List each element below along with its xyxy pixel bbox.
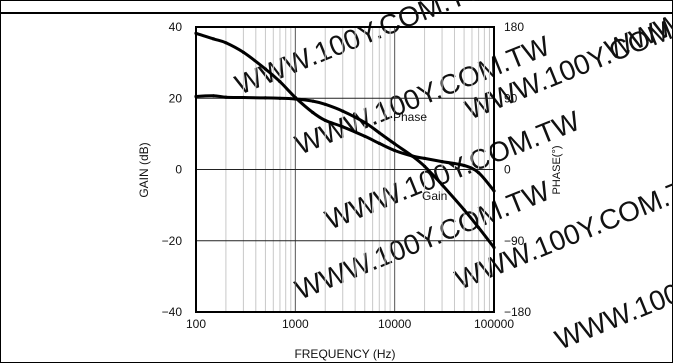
data-point-gain bbox=[462, 208, 466, 212]
top-rule bbox=[0, 12, 673, 14]
data-point-phase bbox=[377, 141, 381, 145]
data-point-phase bbox=[363, 134, 367, 138]
data-point-gain bbox=[341, 109, 345, 113]
data-point-phase bbox=[341, 125, 345, 129]
y-axis-label-left: GAIN (dB) bbox=[137, 142, 151, 197]
data-point-phase bbox=[278, 80, 282, 84]
x-tick-label: 1000 bbox=[282, 317, 309, 331]
data-point-gain bbox=[363, 120, 367, 125]
tick-labels: 100 1000 10000 100000 40 20 0 −20 −40 180 90 0 −90 −1… bbox=[162, 20, 532, 331]
data-point-gain bbox=[477, 226, 481, 230]
data-point-phase bbox=[410, 154, 414, 158]
data-point-phase bbox=[477, 171, 481, 175]
data-point-gain bbox=[211, 94, 216, 98]
y-tick-label: 20 bbox=[169, 91, 183, 105]
x-tick-label: 100000 bbox=[474, 317, 514, 331]
y2-tick-label: 180 bbox=[504, 20, 524, 34]
data-point-phase bbox=[224, 41, 228, 45]
data-point-gain bbox=[194, 94, 198, 99]
phase-annotation: Phase bbox=[393, 110, 427, 124]
y2-tick-label: 90 bbox=[504, 91, 518, 105]
y2-tick-label: 0 bbox=[504, 163, 511, 177]
data-point-phase bbox=[492, 189, 496, 193]
data-point-phase bbox=[263, 67, 267, 71]
data-point-gain bbox=[224, 95, 228, 99]
data-point-gain bbox=[393, 142, 397, 146]
y-tick-label: 40 bbox=[169, 20, 183, 34]
data-point-gain bbox=[440, 183, 444, 187]
data-point-phase bbox=[211, 37, 216, 41]
data-point-gain bbox=[423, 164, 427, 168]
watermark-layer: WWW.100Y.COM.TWWWW.100Y.COM.TWWWW.100Y.C… bbox=[231, 0, 673, 356]
data-point-gain bbox=[377, 131, 381, 135]
data-point-phase bbox=[393, 148, 397, 153]
data-point-gain bbox=[263, 96, 267, 100]
data-point-gain bbox=[492, 245, 496, 250]
y-axis-label-right: PHASE(°) bbox=[551, 145, 563, 194]
y-tick-label: −40 bbox=[162, 305, 183, 319]
data-point-gain bbox=[241, 95, 245, 100]
gain-annotation: Gain bbox=[422, 189, 447, 203]
data-point-phase bbox=[241, 50, 245, 54]
data-point-phase bbox=[423, 156, 427, 160]
x-tick-label: 10000 bbox=[378, 317, 412, 331]
data-point-gain bbox=[323, 102, 327, 106]
data-point-gain bbox=[278, 96, 282, 100]
data-point-phase bbox=[194, 31, 198, 35]
data-point-phase bbox=[311, 110, 315, 115]
series-layer bbox=[194, 31, 496, 250]
y2-tick-label: −180 bbox=[504, 305, 531, 319]
plot-frame bbox=[195, 26, 495, 313]
grid bbox=[196, 27, 494, 312]
y2-tick-label: −90 bbox=[504, 234, 525, 248]
data-point-phase bbox=[293, 95, 297, 100]
data-point-phase bbox=[440, 160, 444, 164]
data-point-gain bbox=[311, 99, 315, 103]
x-tick-label: 100 bbox=[186, 317, 206, 331]
y-tick-label: −20 bbox=[162, 234, 183, 248]
data-point-phase bbox=[462, 163, 466, 168]
y-tick-label: 0 bbox=[175, 163, 182, 177]
x-axis-label: FREQUENCY (Hz) bbox=[294, 347, 395, 361]
data-point-phase bbox=[323, 118, 327, 122]
